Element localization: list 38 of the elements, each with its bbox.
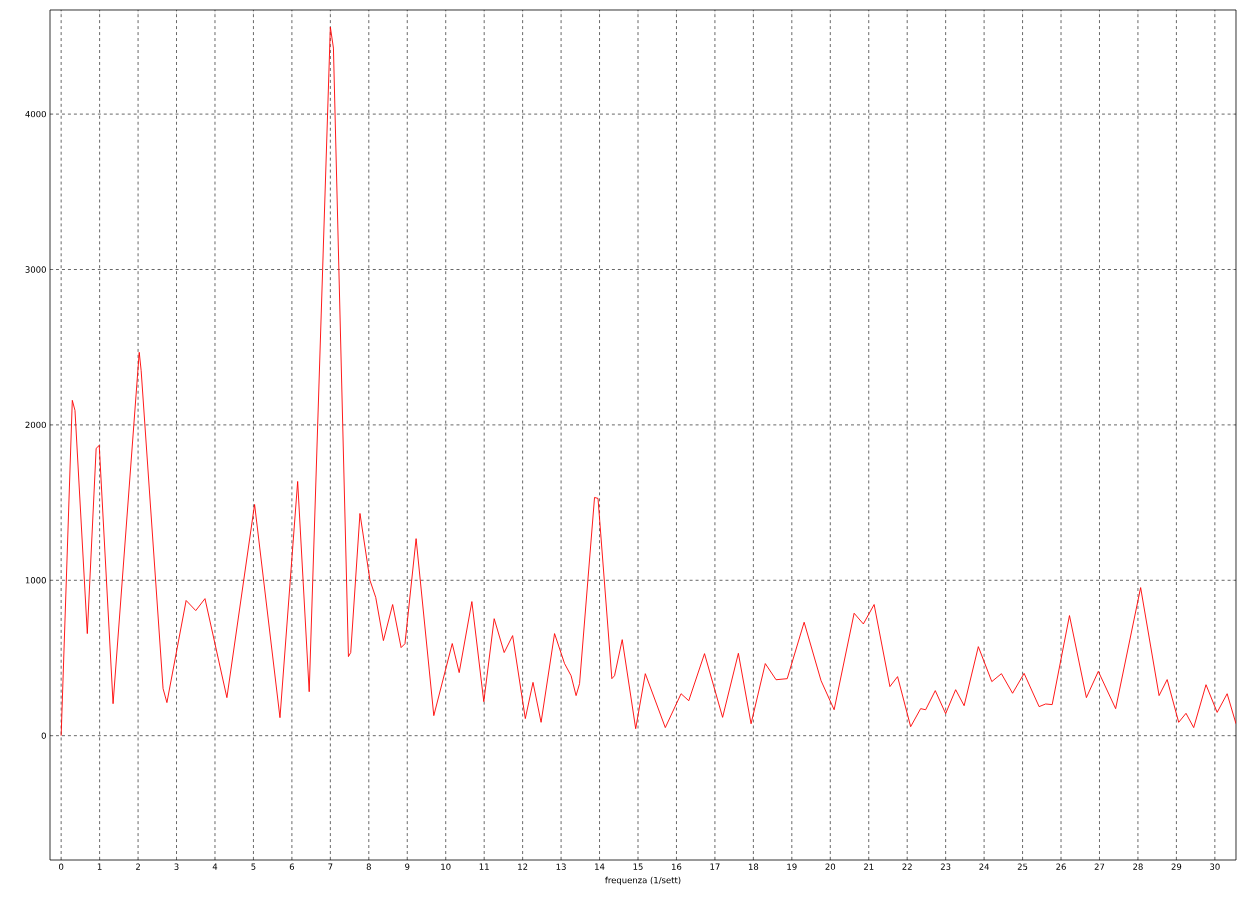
x-tick-label: 11 [479, 863, 489, 870]
x-tick-label: 12 [518, 863, 528, 870]
x-tick-label: 4 [212, 863, 218, 870]
x-tick-label: 14 [595, 863, 605, 870]
y-tick-label: 1000 [25, 577, 46, 584]
x-tick-label: 10 [441, 863, 451, 870]
x-tick-label: 3 [174, 863, 179, 870]
x-tick-label: 8 [366, 863, 371, 870]
x-axis-title: frequenza (1/sett) [605, 876, 681, 885]
x-tick-label: 25 [1017, 863, 1028, 870]
x-tick-label: 0 [59, 863, 64, 870]
x-tick-label: 2 [136, 863, 140, 870]
line-series [60, 26, 1236, 737]
y-tick-label: 4000 [25, 110, 46, 118]
y-tick-label: 3000 [25, 266, 46, 273]
x-tick-label: 16 [672, 863, 682, 870]
x-tick-label: 1 [97, 863, 102, 870]
y-tick-label: 2000 [25, 421, 46, 429]
x-tick-label: 20 [825, 863, 836, 870]
x-tick-label: 13 [556, 863, 566, 870]
x-tick-label: 23 [940, 863, 951, 870]
x-tick-label: 21 [863, 863, 874, 870]
x-tick-label: 30 [1210, 863, 1220, 870]
x-tick-label: 29 [1171, 863, 1182, 870]
x-tick-label: 5 [251, 863, 256, 870]
x-tick-label: 15 [633, 863, 643, 870]
x-tick-label: 9 [405, 863, 410, 870]
y-tick-label: 0 [41, 732, 46, 739]
x-tick-label: 27 [1094, 863, 1105, 870]
x-tick-label: 19 [787, 863, 797, 870]
x-tick-label: 6 [289, 863, 295, 870]
x-tick-label: 26 [1056, 863, 1066, 870]
x-tick-label: 7 [328, 863, 333, 870]
x-tick-label: 22 [902, 863, 912, 870]
x-tick-label: 24 [979, 863, 990, 870]
x-tick-label: 17 [710, 863, 720, 870]
x-tick-label: 18 [748, 863, 759, 870]
x-tick-label: 28 [1133, 863, 1143, 870]
